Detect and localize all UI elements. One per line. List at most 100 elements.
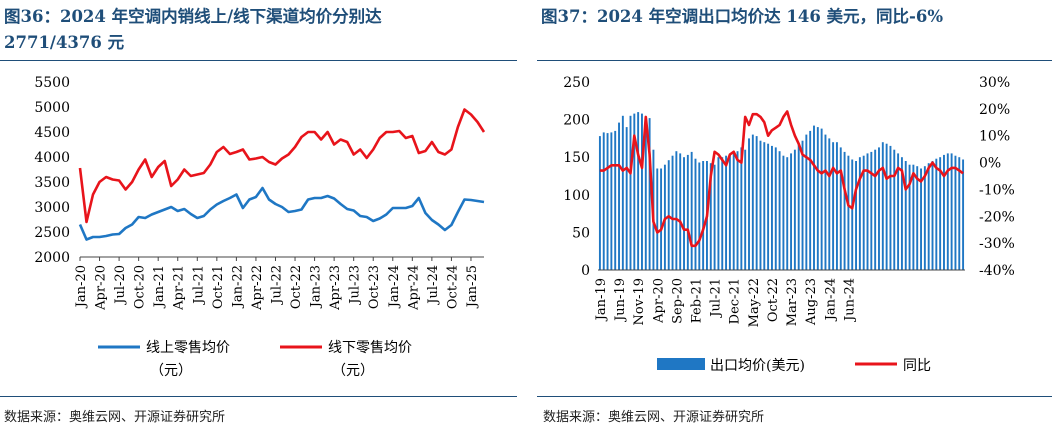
- y-tick-label: 5000: [34, 100, 70, 116]
- export-price-bar: [809, 130, 812, 270]
- x-tick-label: Jul-24: [426, 265, 441, 306]
- export-price-bar: [878, 147, 880, 270]
- export-price-bar: [946, 153, 949, 270]
- export-price-bar: [774, 147, 777, 270]
- export-price-bar: [767, 143, 770, 270]
- export-price-bar: [958, 157, 961, 270]
- export-price-bar: [858, 157, 861, 270]
- export-price-bar: [927, 163, 930, 270]
- export-price-bar: [943, 154, 945, 270]
- export-price-bar: [862, 155, 865, 270]
- left-title-line1: 图36：2024 年空调内销线上/线下渠道均价分别达: [4, 7, 382, 26]
- export-price-bar: [770, 145, 773, 270]
- x-tick-label: Jul-21: [191, 265, 206, 306]
- export-price-bar: [950, 153, 953, 270]
- export-price-bar: [663, 164, 666, 270]
- x-tick-label: Apr-23: [328, 265, 343, 311]
- export-price-bar: [920, 168, 922, 270]
- y-right-tick-label: -10%: [979, 182, 1015, 198]
- export-price-bar: [610, 132, 613, 270]
- x-tick-label: Apr-20: [94, 265, 109, 311]
- export-price-bar: [637, 112, 640, 270]
- y-tick-label: 3000: [34, 200, 70, 216]
- legend-offline-label: 线下零售均价: [328, 340, 412, 356]
- x-tick-label: Oct-20: [133, 265, 148, 309]
- export-price-bar: [751, 134, 754, 270]
- export-price-bar: [621, 115, 624, 270]
- x-tick-label: Oct-22: [289, 265, 304, 309]
- export-price-bar: [828, 138, 831, 270]
- export-price-bar: [797, 143, 800, 270]
- y-left-tick-label: 150: [563, 150, 590, 166]
- x-tick-label: Jun-24: [842, 278, 857, 323]
- export-price-bar: [702, 161, 705, 270]
- x-tick-label: Jan-21: [152, 265, 167, 309]
- export-price-bar: [897, 153, 900, 270]
- export-price-bar: [893, 149, 896, 270]
- export-price-bar: [962, 159, 965, 270]
- export-price-bar: [881, 142, 884, 270]
- x-tick-label: Apr-22: [250, 265, 265, 311]
- online-price-line: [78, 186, 485, 241]
- export-price-bar: [690, 151, 693, 270]
- export-price-bar: [912, 164, 915, 270]
- export-price-bar: [824, 134, 827, 270]
- x-tick-label: Mar-23: [785, 278, 800, 326]
- export-price-bar: [625, 127, 628, 270]
- export-price-bar: [709, 163, 712, 270]
- export-price-bar: [923, 166, 926, 270]
- export-price-bar: [835, 142, 838, 270]
- export-price-bar: [885, 143, 888, 270]
- y-tick-label: 5500: [34, 75, 70, 91]
- y-right-tick-label: 30%: [979, 75, 1010, 91]
- x-tick-label: Jun-19: [613, 278, 628, 323]
- x-tick-label: Jan-20: [74, 265, 89, 309]
- export-price-bar: [744, 149, 747, 270]
- right-panel: 图37：2024 年空调出口均价达 146 美元，同比-6% 0 50 100 150…: [537, 0, 1057, 430]
- y-left-tick-label: 50: [572, 225, 590, 241]
- export-price-bar: [931, 161, 934, 270]
- right-bar-line-chart: 0 50 100 150 200 250 -40% -30% -20% -10% 0% 10% 20% 3…: [563, 75, 1015, 374]
- x-tick-label: Aug-23: [804, 278, 819, 326]
- x-tick-label: Dec-21: [728, 278, 743, 324]
- legend-online-unit: （元）: [150, 363, 192, 379]
- export-price-bar: [786, 157, 789, 270]
- export-price-bar: [641, 113, 643, 270]
- x-tick-label: Jan-25: [465, 265, 480, 309]
- export-price-bar: [725, 155, 728, 270]
- export-price-bar: [671, 155, 674, 270]
- export-price-bar: [759, 140, 762, 270]
- export-price-bar: [618, 122, 620, 270]
- left-chart-title: 图36：2024 年空调内销线上/线下渠道均价分别达 2771/4376 元: [4, 4, 382, 56]
- export-price-bar: [740, 147, 743, 270]
- left-source-rule: [0, 396, 517, 397]
- export-price-bar: [874, 149, 877, 270]
- x-tick-label: Feb-21: [689, 278, 704, 323]
- export-price-bar: [793, 149, 796, 270]
- y-tick-label: 4000: [34, 150, 70, 166]
- export-price-bar: [675, 151, 678, 270]
- export-price-bar: [614, 130, 617, 270]
- export-price-bar: [694, 158, 697, 270]
- legend-line-label: 同比: [903, 358, 931, 374]
- export-price-bar: [721, 157, 724, 270]
- right-chart-title: 图37：2024 年空调出口均价达 146 美元，同比-6%: [541, 7, 944, 26]
- y-tick-label: 2500: [34, 225, 70, 241]
- left-title-line2: 2771/4376 元: [4, 33, 125, 52]
- export-price-bar: [855, 161, 857, 270]
- x-tick-label: Jan-24: [387, 265, 402, 309]
- legend-offline-unit: （元）: [332, 363, 374, 379]
- export-price-bar: [816, 127, 819, 270]
- export-price-bar: [866, 153, 869, 270]
- legend-bar-label: 出口均价(美元): [710, 358, 805, 374]
- y-right-tick-label: -20%: [979, 209, 1015, 225]
- export-price-bar: [916, 166, 919, 270]
- export-price-bar: [908, 164, 911, 270]
- left-source-note: 数据来源：奥维云网、开源证券研究所: [4, 410, 226, 425]
- export-price-bar: [728, 154, 731, 270]
- export-price-bar: [602, 132, 605, 270]
- x-tick-label: Oct-21: [211, 265, 226, 309]
- y-left-tick-label: 100: [563, 188, 590, 204]
- export-price-bar: [736, 151, 739, 270]
- x-tick-label: Jan-24: [823, 278, 838, 322]
